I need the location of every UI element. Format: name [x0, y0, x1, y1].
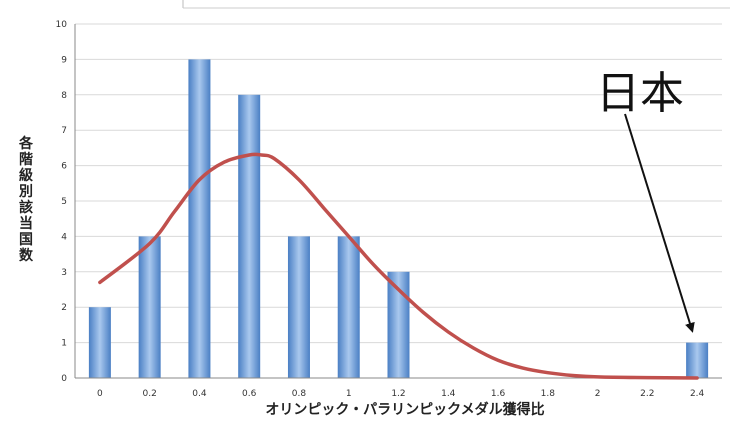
bar-0.2 — [138, 236, 161, 378]
x-tick-label: 0.6 — [242, 389, 257, 399]
x-tick-label: 0.2 — [142, 389, 156, 399]
bar-1.2 — [387, 271, 410, 378]
x-tick-label: 0.8 — [292, 389, 307, 399]
x-axis-title: オリンピック・パラリンピックメダル獲得比 — [265, 401, 544, 418]
x-tick-label: 0.4 — [192, 389, 207, 399]
annotation-arrow — [624, 113, 695, 333]
x-tick-label: 1.8 — [541, 389, 556, 399]
y-tick-label: 8 — [61, 91, 67, 101]
bar-0.8 — [287, 236, 310, 378]
y-tick-label: 5 — [61, 197, 67, 207]
page-frame — [182, 0, 730, 9]
x-tick-label: 1 — [346, 389, 352, 399]
y-tick-label: 3 — [61, 268, 67, 278]
bar-0 — [88, 307, 111, 378]
y-tick-label: 2 — [61, 303, 67, 313]
fitted-curve — [98, 152, 699, 380]
y-tick-label: 4 — [61, 232, 67, 242]
x-tick-label: 2.4 — [690, 389, 705, 399]
x-tick-label: 0 — [97, 389, 103, 399]
x-tick-label: 2.2 — [640, 389, 654, 399]
y-tick-labels: 0 1 2 3 4 5 6 7 8 9 10 — [56, 20, 68, 384]
y-tick-label: 7 — [61, 126, 67, 136]
fitted-curve-line — [98, 152, 699, 380]
y-tick-label: 1 — [61, 339, 67, 349]
x-tick-label: 1.2 — [391, 389, 405, 399]
y-tick-label: 0 — [61, 374, 67, 384]
bar-0.4 — [188, 59, 211, 379]
y-tick-label: 10 — [56, 20, 68, 30]
x-tick-label: 2 — [595, 389, 601, 399]
bar-2.4 — [686, 342, 709, 378]
x-tick-label: 1.4 — [441, 389, 456, 399]
bars — [88, 59, 709, 379]
x-tick-label: 1.6 — [491, 389, 506, 399]
x-tick-labels: 0 0.2 0.4 0.6 0.8 1 1.2 1.4 1.6 1.8 2 2.2 2.4 — [97, 389, 705, 399]
annotation-label: 日本 — [596, 68, 684, 119]
y-tick-label: 6 — [61, 162, 67, 172]
y-tick-label: 9 — [61, 55, 67, 65]
bar-0.6 — [238, 94, 261, 379]
bar-1 — [337, 236, 360, 378]
y-axis-title: 各階級別該当国数 — [18, 135, 34, 264]
